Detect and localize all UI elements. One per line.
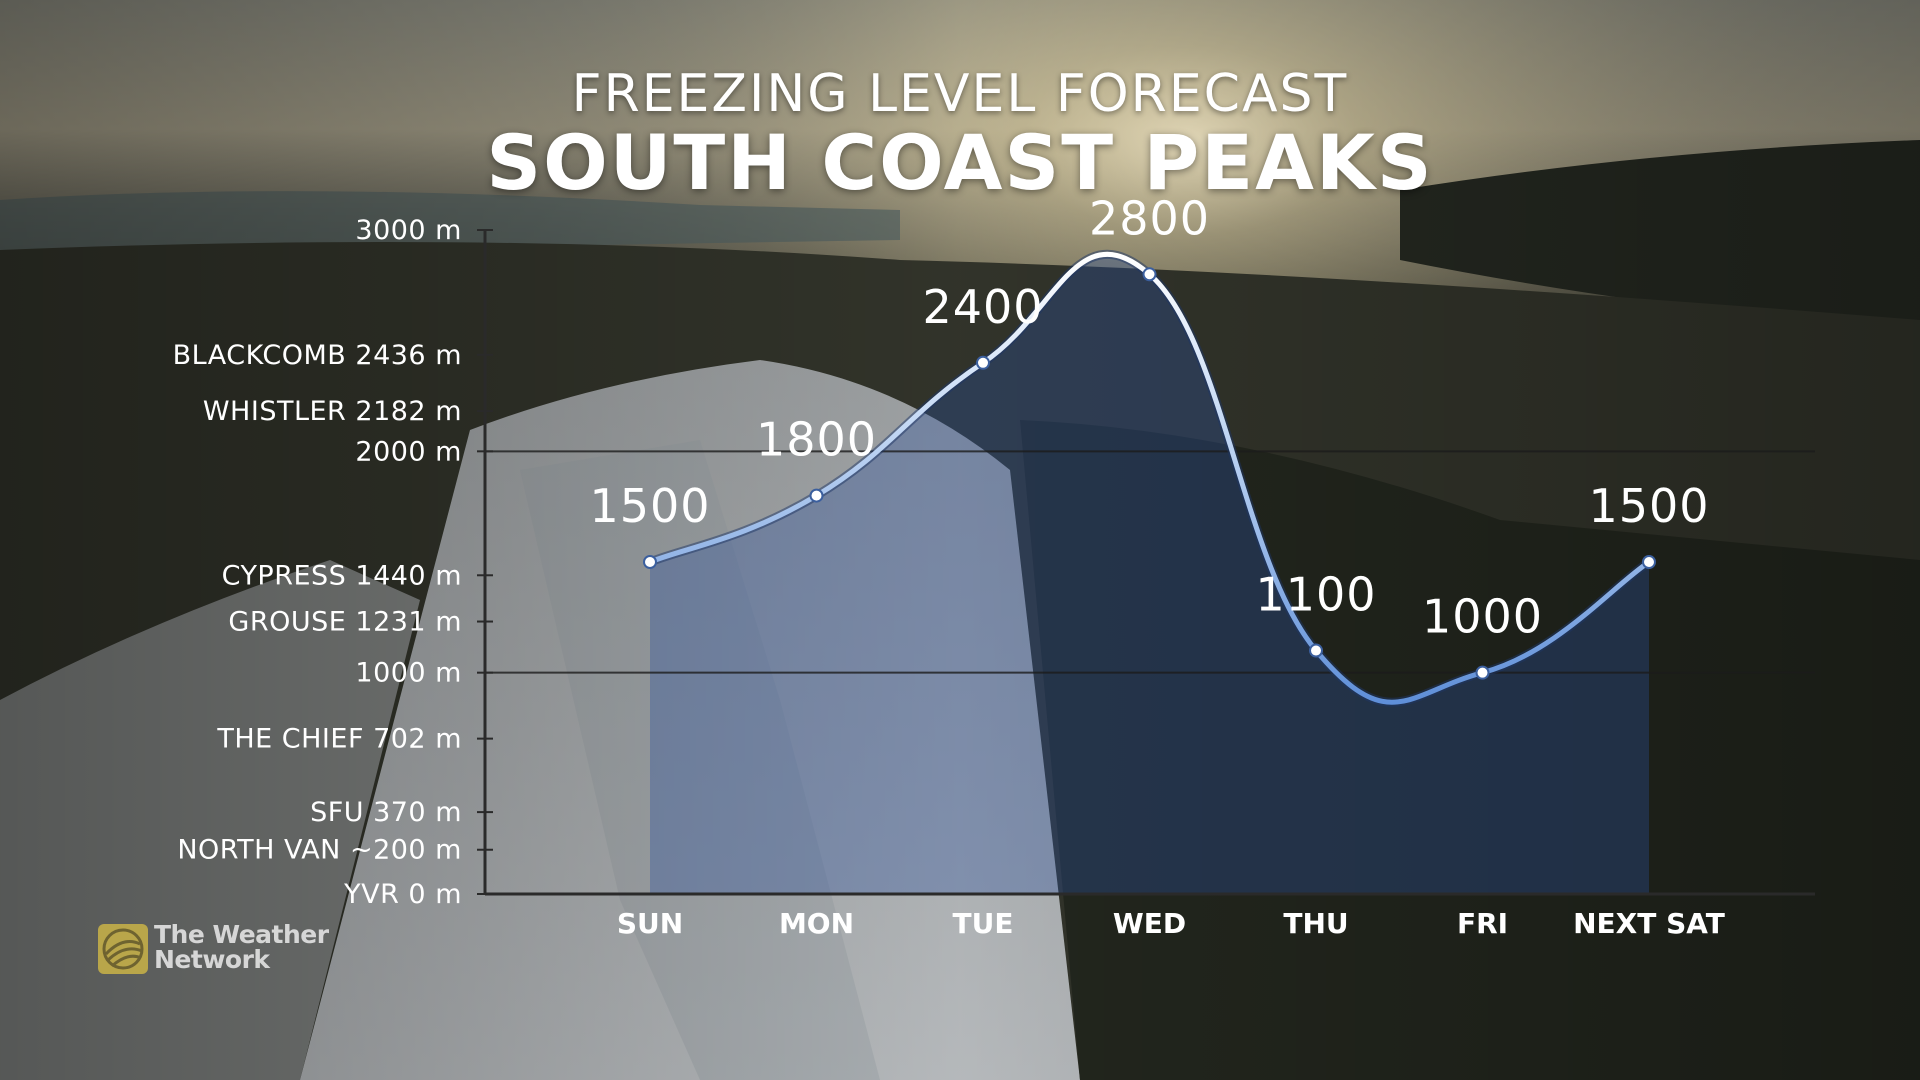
data-label: 1000 bbox=[1422, 590, 1543, 644]
y-axis-label: SFU 370 m bbox=[310, 797, 462, 828]
y-axis-label: YVR 0 m bbox=[343, 879, 462, 910]
y-axis-label: 2000 m bbox=[355, 436, 462, 467]
brand-name-line1: The Weather bbox=[154, 920, 329, 949]
data-point bbox=[643, 555, 657, 569]
brand-name-line2: Network bbox=[154, 945, 270, 974]
y-axis-label: BLACKCOMB 2436 m bbox=[173, 340, 462, 371]
data-label: 2400 bbox=[922, 280, 1043, 334]
data-point bbox=[1475, 665, 1490, 680]
y-axis-label: 3000 m bbox=[355, 215, 462, 246]
x-tick-label: NEXT SAT bbox=[1573, 907, 1725, 940]
y-axis-label: WHISTLER 2182 m bbox=[203, 396, 462, 427]
x-tick-label: WED bbox=[1113, 907, 1186, 940]
data-point bbox=[1642, 555, 1656, 569]
y-axis-label: GROUSE 1231 m bbox=[228, 607, 462, 638]
area-under-curve bbox=[650, 254, 1649, 894]
brand-name: The Weather Network bbox=[154, 922, 344, 972]
data-label: 1100 bbox=[1255, 568, 1376, 622]
chart-title: FREEZING LEVEL FORECAST bbox=[571, 64, 1349, 124]
y-axis-label: CYPRESS 1440 m bbox=[222, 560, 462, 591]
x-tick-label: THU bbox=[1283, 907, 1348, 940]
the-weather-network-logo: The Weather Network bbox=[98, 920, 338, 980]
data-label: 1800 bbox=[756, 413, 877, 467]
data-point bbox=[1142, 267, 1157, 282]
x-tick-label: SUN bbox=[617, 907, 683, 940]
chart-subtitle: SOUTH COAST PEAKS bbox=[486, 118, 1434, 207]
data-point bbox=[1309, 643, 1323, 658]
x-tick-label: MON bbox=[779, 907, 854, 940]
y-axis-label: 1000 m bbox=[355, 658, 462, 689]
data-point bbox=[809, 488, 824, 503]
data-label: 2800 bbox=[1089, 191, 1210, 245]
y-axis-label: NORTH VAN ~200 m bbox=[177, 835, 462, 866]
x-tick-label: FRI bbox=[1457, 907, 1508, 940]
globe-icon bbox=[98, 924, 148, 974]
data-point bbox=[976, 355, 990, 370]
data-label: 1500 bbox=[1588, 479, 1709, 533]
x-tick-label: TUE bbox=[953, 907, 1014, 940]
y-axis-label: THE CHIEF 702 m bbox=[216, 724, 462, 755]
data-label: 1500 bbox=[589, 479, 710, 533]
